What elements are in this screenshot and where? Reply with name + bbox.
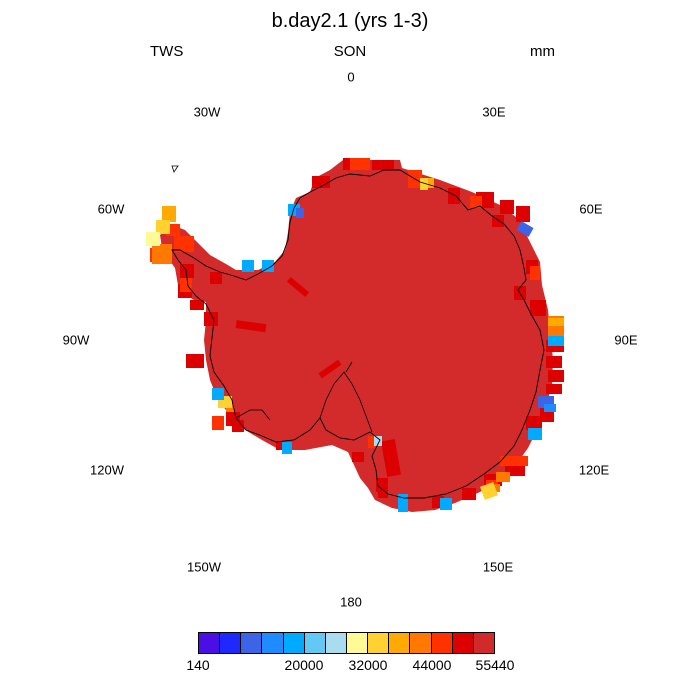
- colorbar-box-9: [389, 633, 411, 653]
- colorbar-box-11: [431, 633, 453, 653]
- colorbar-box-0: [199, 633, 221, 653]
- lon-label-30w: 30W: [193, 104, 221, 120]
- colorbar-label-20000: 20000: [284, 657, 324, 673]
- ice-shelf-line: [235, 361, 373, 433]
- colorbar-box-4: [283, 633, 305, 653]
- colorbar-box-5: [304, 633, 326, 653]
- colorbar: [198, 632, 495, 654]
- colorbar-box-12: [452, 633, 474, 653]
- lon-label-150e: 150E: [482, 559, 514, 575]
- colorbar-box-8: [368, 633, 390, 653]
- antarctica-field: [160, 160, 553, 512]
- colorbar-label-min: 140: [186, 657, 210, 673]
- field-yellow-cells: [146, 178, 564, 500]
- colorbar-box-10: [410, 633, 432, 653]
- colorbar-box-3: [262, 633, 284, 653]
- lon-label-120e: 120E: [578, 462, 610, 478]
- lon-label-90e: 90E: [614, 332, 638, 348]
- island-outline: [171, 165, 179, 173]
- lon-label-0: 0: [347, 69, 355, 85]
- lon-label-60w: 60W: [97, 201, 125, 217]
- lon-label-30e: 30E: [482, 104, 506, 120]
- colorbar-box-2: [241, 633, 263, 653]
- coastline: [171, 169, 545, 499]
- colorbar-label-max: 55440: [475, 657, 515, 673]
- units-label: mm: [530, 43, 555, 60]
- lon-label-60e: 60E: [579, 201, 603, 217]
- colorbar-box-6: [325, 633, 347, 653]
- lon-label-150w: 150W: [187, 559, 221, 575]
- lon-label-120w: 120W: [90, 462, 124, 478]
- lon-label-90w: 90W: [62, 332, 90, 348]
- field-blue-cells: [212, 204, 564, 512]
- colorbar-box-13: [473, 633, 494, 653]
- season-label: SON: [333, 43, 367, 60]
- plot-title: b.day2.1 (yrs 1-3): [271, 10, 429, 32]
- colorbar-label-32000: 32000: [348, 657, 388, 673]
- colorbar-label-44000: 44000: [412, 657, 452, 673]
- lon-label-180: 180: [340, 594, 362, 610]
- colorbar-box-7: [346, 633, 369, 653]
- variable-label: TWS: [150, 43, 184, 60]
- colorbar-box-1: [220, 633, 242, 653]
